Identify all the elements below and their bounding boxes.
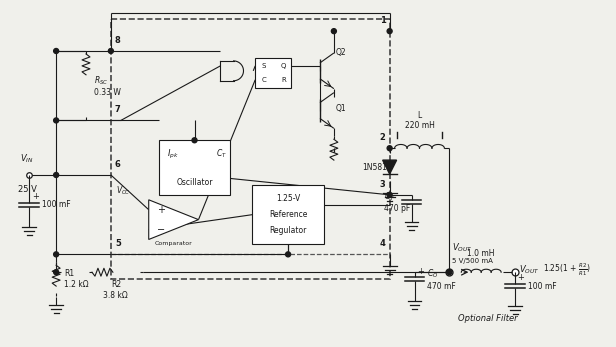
Text: R: R [281, 77, 286, 83]
Text: +: + [517, 273, 524, 282]
Text: Reference: Reference [269, 210, 307, 219]
Text: R2
3.8 kΩ: R2 3.8 kΩ [103, 280, 128, 299]
Circle shape [286, 252, 291, 257]
Text: 2: 2 [380, 133, 386, 142]
Text: −: − [156, 225, 164, 235]
Text: $R_{SC}$
0.33 W: $R_{SC}$ 0.33 W [94, 74, 121, 97]
Circle shape [447, 270, 452, 275]
Text: 5: 5 [115, 239, 121, 248]
Text: 1.25-V: 1.25-V [276, 194, 300, 203]
Text: 25 V: 25 V [18, 185, 37, 194]
Text: $C_T$
470 pF: $C_T$ 470 pF [384, 190, 410, 213]
Text: 6: 6 [115, 160, 121, 169]
Text: 3: 3 [380, 180, 386, 189]
Text: 8: 8 [115, 36, 121, 45]
Text: Q: Q [281, 63, 286, 69]
Text: C: C [261, 77, 266, 83]
Text: $V_{IN}$: $V_{IN}$ [20, 153, 34, 165]
FancyBboxPatch shape [253, 185, 324, 244]
Circle shape [387, 192, 392, 197]
FancyBboxPatch shape [255, 58, 291, 88]
Text: Oscillator: Oscillator [176, 178, 213, 187]
Circle shape [108, 49, 113, 53]
Circle shape [54, 270, 59, 275]
FancyBboxPatch shape [159, 140, 230, 195]
Text: $I_{pk}$: $I_{pk}$ [167, 147, 179, 161]
Text: +: + [32, 192, 39, 201]
Text: Optional Filter: Optional Filter [458, 314, 518, 323]
Text: L
220 mH: L 220 mH [405, 111, 434, 130]
Text: $C_O$
470 mF: $C_O$ 470 mF [428, 268, 456, 290]
Text: R1
1.2 kΩ: R1 1.2 kΩ [64, 270, 89, 289]
Text: 5 V/500 mA: 5 V/500 mA [452, 258, 493, 264]
Circle shape [54, 252, 59, 257]
Text: Q2: Q2 [336, 49, 346, 58]
Text: 1.0 mH: 1.0 mH [468, 249, 495, 258]
Text: $C_T$: $C_T$ [216, 148, 227, 160]
Text: 4: 4 [380, 239, 386, 248]
Circle shape [192, 138, 197, 143]
Circle shape [54, 172, 59, 177]
Text: S: S [261, 63, 265, 69]
Polygon shape [148, 200, 198, 239]
Text: +: + [156, 205, 164, 215]
Text: 7: 7 [115, 105, 121, 115]
Circle shape [54, 49, 59, 53]
Text: Q1: Q1 [336, 104, 346, 113]
Text: 1N5819: 1N5819 [362, 162, 392, 171]
Text: 1.25(1 + $\frac{R2}{R1}$): 1.25(1 + $\frac{R2}{R1}$) [543, 262, 591, 278]
Circle shape [331, 29, 336, 34]
Text: +: + [418, 267, 424, 276]
Circle shape [54, 118, 59, 123]
Text: $V_{OUT}$: $V_{OUT}$ [452, 242, 473, 254]
Circle shape [387, 146, 392, 151]
Circle shape [387, 29, 392, 34]
Text: 100 mF: 100 mF [43, 200, 71, 209]
Text: $V_{CC}$: $V_{CC}$ [116, 185, 131, 197]
Text: Regulator: Regulator [269, 226, 307, 235]
Text: 1: 1 [380, 16, 386, 25]
Text: $V_{OUT}$: $V_{OUT}$ [519, 264, 540, 277]
Text: Comparator: Comparator [155, 242, 192, 246]
Polygon shape [383, 160, 397, 174]
Text: 100 mF: 100 mF [528, 282, 557, 290]
